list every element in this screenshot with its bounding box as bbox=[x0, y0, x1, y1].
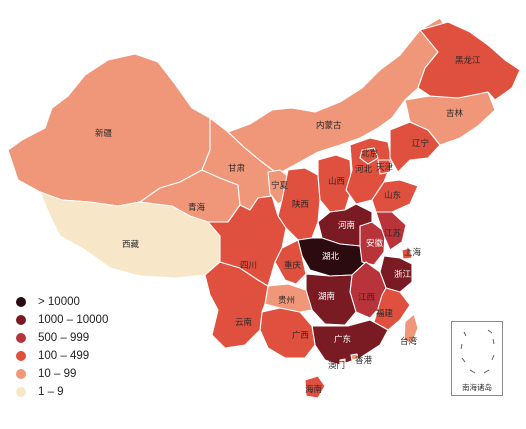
legend-swatch bbox=[16, 333, 26, 343]
label-yunnan: 云南 bbox=[235, 317, 252, 328]
label-xinjiang: 新疆 bbox=[95, 128, 113, 139]
label-guangdong: 广东 bbox=[334, 334, 351, 345]
label-jilin: 吉林 bbox=[446, 108, 464, 119]
label-taiwan: 台湾 bbox=[400, 336, 418, 347]
legend-item: 10 – 99 bbox=[16, 365, 108, 383]
islands-dash-line-icon bbox=[460, 329, 495, 374]
label-anhui: 安徽 bbox=[366, 238, 384, 249]
label-zhejiang: 浙江 bbox=[394, 269, 412, 280]
label-beijing: 北京 bbox=[361, 148, 378, 159]
province-beijing bbox=[359, 147, 379, 165]
label-shandong: 山东 bbox=[384, 190, 401, 201]
province-sichuan bbox=[207, 195, 287, 287]
label-ningxia: 宁夏 bbox=[271, 180, 289, 191]
province-guizhou bbox=[264, 283, 313, 313]
legend-swatch bbox=[16, 315, 26, 325]
label-jiangxi: 江西 bbox=[358, 293, 375, 303]
legend-item: 100 – 499 bbox=[16, 347, 108, 365]
province-guangdong bbox=[311, 319, 389, 366]
label-fujian: 福建 bbox=[376, 308, 394, 319]
label-guizhou: 贵州 bbox=[278, 295, 295, 306]
legend-label: > 10000 bbox=[38, 296, 80, 308]
label-hubei: 湖北 bbox=[322, 252, 340, 262]
legend-item: 1 – 9 bbox=[16, 383, 108, 401]
south-china-sea-inset: 南海诸岛 bbox=[451, 321, 503, 396]
label-hongkong: 香港 bbox=[355, 355, 373, 366]
legend-label: 100 – 499 bbox=[38, 350, 90, 362]
label-liaoning: 辽宁 bbox=[412, 138, 429, 149]
legend-swatch bbox=[16, 297, 26, 307]
label-shanxi: 山西 bbox=[328, 176, 345, 187]
label-jiangsu: 江苏 bbox=[384, 228, 402, 239]
province-chongqing bbox=[274, 239, 307, 285]
legend-label: 1000 – 10000 bbox=[38, 314, 109, 326]
legend-item: 1000 – 10000 bbox=[16, 311, 108, 329]
province-tianjin bbox=[377, 159, 391, 175]
province-anhui bbox=[359, 221, 386, 266]
legend-label: 10 – 99 bbox=[38, 368, 77, 380]
label-hunan: 湖南 bbox=[318, 291, 335, 302]
label-heilongjiang: 黑龙江 bbox=[455, 55, 481, 66]
label-macao: 澳门 bbox=[328, 360, 345, 371]
label-shaanxi: 陕西 bbox=[292, 199, 309, 210]
province-hainan bbox=[304, 375, 326, 399]
label-shanghai: 上海 bbox=[404, 247, 422, 258]
label-henan: 河南 bbox=[338, 220, 355, 231]
region-macao bbox=[339, 358, 346, 365]
legend-swatch bbox=[16, 351, 26, 361]
label-guangxi: 广西 bbox=[292, 330, 309, 341]
label-gansu: 甘肃 bbox=[228, 163, 246, 174]
province-jiangsu bbox=[375, 211, 407, 251]
inset-label: 南海诸岛 bbox=[462, 383, 492, 392]
province-shanghai bbox=[401, 247, 413, 260]
label-hainan: 海南 bbox=[305, 384, 322, 395]
province-taiwan bbox=[403, 313, 419, 345]
province-heilongjiang bbox=[417, 21, 521, 101]
label-xizang: 西藏 bbox=[122, 239, 140, 250]
label-hebei: 河北 bbox=[355, 164, 373, 175]
map-legend: > 10000 1000 – 10000 500 – 999 100 – 499… bbox=[16, 293, 108, 401]
legend-label: 500 – 999 bbox=[38, 332, 90, 344]
legend-label: 1 – 9 bbox=[38, 386, 64, 398]
label-neimenggu: 内蒙古 bbox=[316, 120, 342, 131]
legend-swatch bbox=[16, 369, 26, 379]
legend-swatch bbox=[16, 387, 26, 397]
region-hongkong bbox=[350, 353, 359, 361]
legend-item: 500 – 999 bbox=[16, 329, 108, 347]
label-tianjin: 天津 bbox=[376, 162, 394, 173]
label-sichuan: 四川 bbox=[240, 261, 257, 271]
legend-item: > 10000 bbox=[16, 293, 108, 311]
label-qinghai: 青海 bbox=[188, 202, 206, 213]
label-chongqing: 重庆 bbox=[284, 260, 302, 271]
